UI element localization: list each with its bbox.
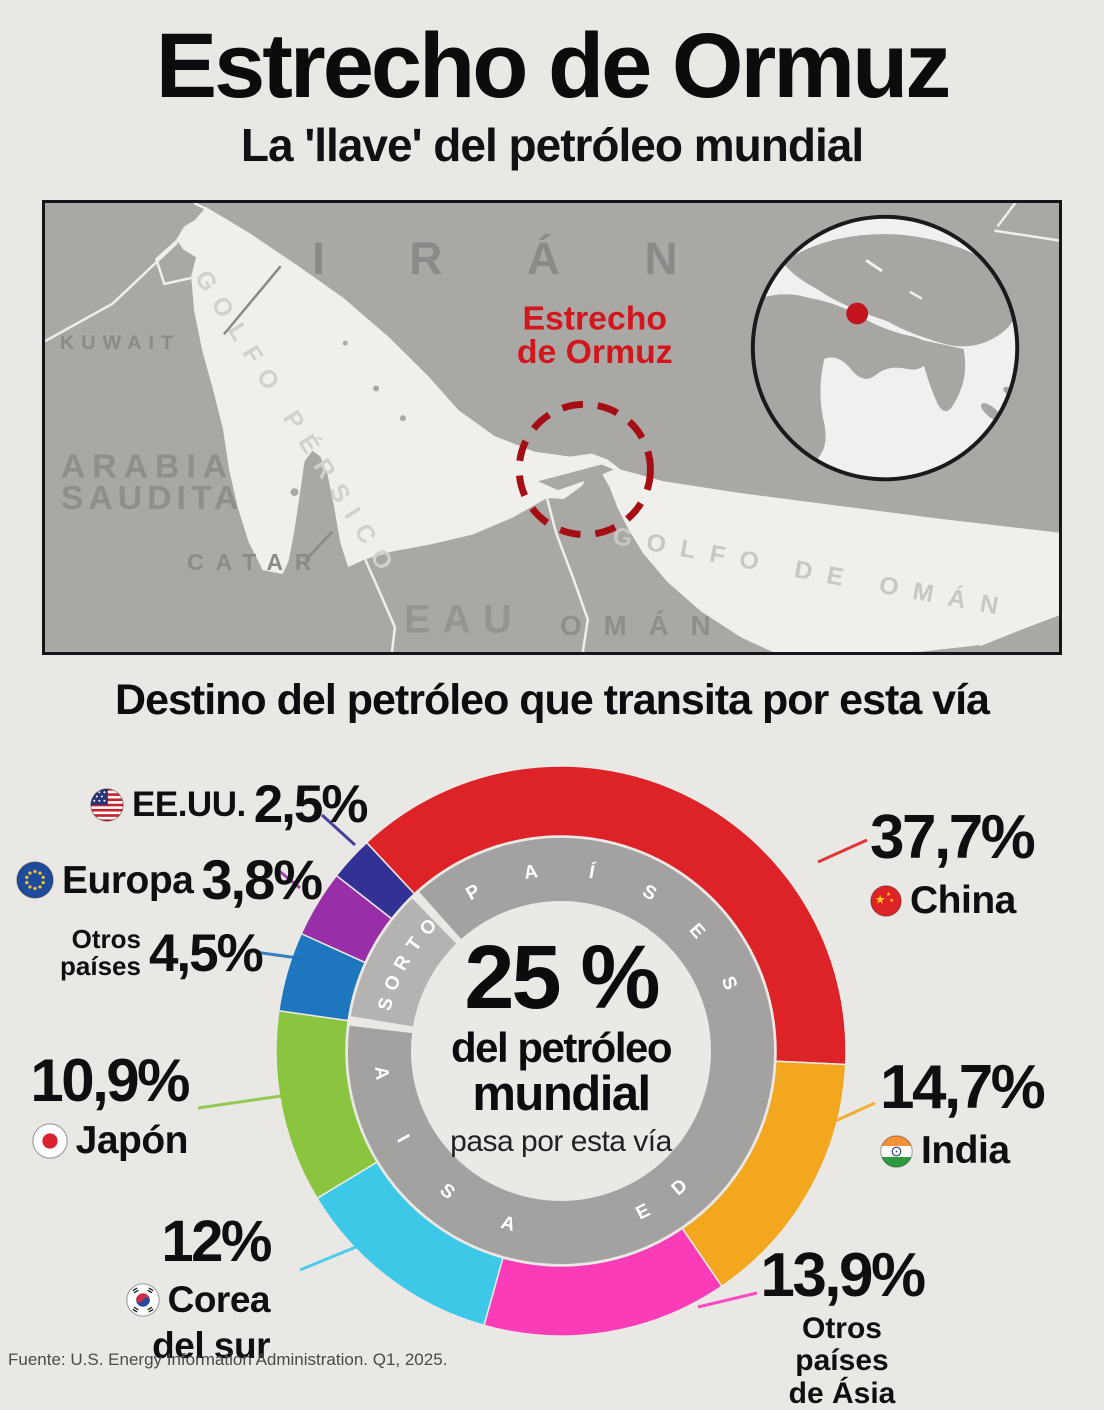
legend-india: 14,7% India	[880, 1052, 1046, 1173]
strait-callout-line1: Estrecho	[522, 300, 667, 337]
legend-otros-name-line2: países	[60, 951, 141, 982]
globe-location-dot	[846, 302, 869, 325]
gulf-map: IRÁN KUWAIT GOLFO PÉRSICO ARABIA SAUDITA…	[44, 201, 1060, 653]
map-panel: IRÁN KUWAIT GOLFO PÉRSICO ARABIA SAUDITA…	[42, 200, 1062, 655]
legend-japon-value: 10,9%	[30, 1047, 190, 1114]
strait-dashed-circle	[515, 400, 654, 539]
china-flag-icon: ★ ★ ★	[870, 885, 902, 917]
ring-arc-otros	[350, 898, 458, 1028]
legend-otros-name: Otros países	[60, 924, 141, 982]
donut-segment-china	[365, 765, 847, 1066]
center-line4: pasa por esta vía	[450, 1124, 672, 1158]
island-dot	[290, 488, 299, 497]
qeshm-island	[538, 464, 614, 491]
legend-europa: Europa 3,8%	[16, 848, 323, 911]
legend-china: 37,7% ★ ★ ★ China	[870, 802, 1036, 923]
usa-flag-icon	[90, 787, 124, 822]
ring-letter: A	[522, 861, 539, 884]
south-korea-flag-icon	[125, 1283, 160, 1317]
leader-line-corea-del-sur	[299, 1233, 386, 1272]
svg-text:★: ★	[889, 897, 894, 904]
island-dot	[399, 415, 406, 422]
label-pointer-lines	[222, 265, 334, 562]
leader-line-otros-pa-ses	[254, 950, 313, 962]
label-arabia-2: SAUDITA	[61, 480, 243, 517]
donut-hole	[411, 901, 711, 1201]
source-note: Fuente: U.S. Energy Information Administ…	[8, 1350, 448, 1369]
island-dot	[342, 340, 348, 346]
legend-india-name: India	[921, 1129, 1010, 1172]
legend-india-value: 14,7%	[880, 1053, 1046, 1122]
page-subtitle: La 'llave' del petróleo mundial	[240, 119, 864, 171]
leader-line-jap-n	[197, 1093, 289, 1110]
ring-letter: S	[374, 995, 398, 1013]
legend-japon-name: Japón	[75, 1119, 189, 1162]
legend-otros-asia-name-line2: de Ásia	[788, 1377, 896, 1410]
center-line3: mundial	[472, 1066, 651, 1121]
ring-arc-paises-de-asia	[348, 838, 774, 1264]
strait-callout-line2: de Ormuz	[517, 334, 673, 371]
globe-landmass	[752, 234, 1018, 466]
legend-japon: 10,9% Japón	[14, 1046, 190, 1163]
legend-usa-value: 2,5%	[253, 775, 369, 834]
leader-line-india	[821, 1101, 876, 1129]
india-flag-icon	[880, 1134, 913, 1168]
legend-otros-asia: 13,9% Otros países de Ásia	[752, 1240, 932, 1410]
legend-corea-name-line2: del sur	[152, 1325, 270, 1366]
legend-europa-name: Europa	[62, 858, 194, 902]
legend-otros-asia-value: 13,9%	[760, 1241, 926, 1310]
legend-usa: EE.UU. 2,5%	[90, 775, 369, 834]
ring-letter: A	[498, 1212, 518, 1236]
leader-line-china	[817, 838, 868, 864]
section-title: Destino del petróleo que transita por es…	[115, 676, 990, 724]
legend-otros-asia-name-line1: Otros países	[795, 1312, 889, 1377]
eu-flag-icon	[16, 861, 54, 899]
legend-otros-paises: Otros países 4,5%	[60, 923, 264, 983]
island-dot	[373, 385, 380, 392]
label-kuwait: KUWAIT	[60, 332, 180, 354]
page-title: Estrecho de Ormuz	[155, 15, 952, 117]
leader-line-europa	[277, 868, 301, 890]
legend-europa-value: 3,8%	[201, 848, 323, 911]
ring-letter: Í	[587, 861, 597, 884]
country-borders	[44, 201, 1060, 653]
center-value: 25 %	[464, 928, 660, 1028]
legend-corea: 12% Corea del sur	[125, 1208, 272, 1367]
legend-otros-name-line1: Otros	[71, 924, 141, 954]
svg-text:★: ★	[875, 892, 886, 906]
legend-usa-name: EE.UU.	[132, 785, 246, 824]
legend-corea-value: 12%	[161, 1209, 272, 1274]
legend-china-value: 37,7%	[870, 803, 1036, 872]
legend-corea-name-line1: Corea	[167, 1279, 271, 1320]
label-eau: EAU	[404, 597, 524, 641]
svg-text:★: ★	[886, 891, 891, 898]
legend-otros-value: 4,5%	[148, 923, 264, 983]
globe-outline	[750, 214, 1020, 482]
water-shape	[176, 206, 1060, 652]
leader-line-ee-uu-	[320, 813, 357, 847]
ring-letter: O	[381, 972, 406, 994]
legend-china-name: China	[910, 879, 1016, 922]
donut-segment-ee-uu-	[335, 841, 416, 920]
globe-inset	[750, 214, 1020, 482]
japan-flag-icon	[31, 1123, 68, 1159]
ring-letter: A	[370, 1065, 393, 1081]
label-oman: OMÁN	[560, 610, 732, 641]
donut-center-label: 25 % del petróleo mundial pasa por esta …	[411, 928, 711, 1159]
label-iran: IRÁN	[312, 233, 762, 284]
center-line2: del petróleo	[450, 1023, 673, 1071]
leader-line-otros-pa-ses-de-sia	[697, 1291, 758, 1309]
label-catar: CATAR	[187, 549, 323, 575]
label-arabia-1: ARABIA	[61, 448, 234, 485]
